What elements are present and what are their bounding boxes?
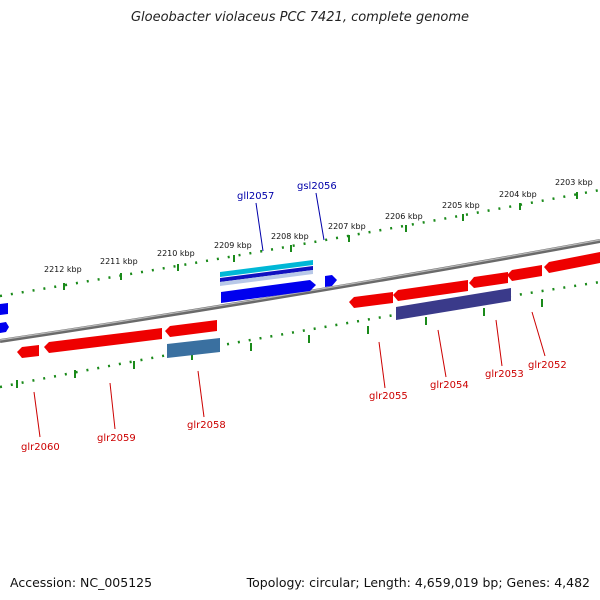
gene-feature-left-edge (0, 303, 8, 315)
topology-text: Topology: circular; Length: 4,659,019 bp… (246, 575, 590, 590)
gene-glr2058 (167, 338, 220, 358)
ruler-label-2209: 2209 kbp (214, 241, 252, 250)
gene-gsl2056 (325, 275, 337, 287)
gene-label-gll2057: gll2057 (237, 191, 274, 202)
ruler-label-2203: 2203 kbp (555, 178, 593, 187)
gene-rna-gll2057 (220, 260, 313, 277)
gene-right-edge (544, 252, 600, 273)
gene-label-glr2054: glr2054 (430, 380, 469, 391)
gene-label-glr2060: glr2060 (21, 442, 60, 453)
accession-text: Accession: NC_005125 (10, 575, 153, 590)
gene-label-gsl2056: gsl2056 (297, 181, 337, 192)
gene-label-glr2052: glr2052 (528, 360, 567, 371)
gene-label-glr2053: glr2053 (485, 369, 524, 380)
ruler-label-2206: 2206 kbp (385, 212, 423, 221)
gene-glr2059 (44, 328, 162, 353)
ruler-label-2205: 2205 kbp (442, 201, 480, 210)
ruler-label-2208: 2208 kbp (271, 232, 309, 241)
gene-gll2057-track (220, 266, 313, 282)
gene-gll2057-track-light (220, 270, 313, 286)
ruler-label-2204: 2204 kbp (499, 190, 537, 199)
gene-feature-left-edge-2 (0, 322, 9, 333)
ruler-label-2207: 2207 kbp (328, 222, 366, 231)
ruler-label-2210: 2210 kbp (157, 249, 195, 258)
gene-gll2057 (221, 280, 316, 303)
ruler-label-2211: 2211 kbp (100, 257, 138, 266)
gene-label-glr2055: glr2055 (369, 391, 408, 402)
label-leaders (33, 192, 546, 438)
genome-backbone (0, 239, 600, 343)
gene-label-glr2059: glr2059 (97, 433, 136, 444)
inner-ruler-ticks (16, 299, 543, 388)
gene-glr2058-red (165, 320, 217, 337)
gene-glr2054 (396, 288, 511, 320)
forward-genes (0, 260, 337, 333)
map-title: Gloeobacter violaceus PCC 7421, complete… (130, 10, 470, 25)
gene-glr2053 (469, 272, 508, 288)
reverse-genes (17, 252, 600, 358)
outer-ruler (0, 188, 600, 298)
gene-glr2054-red (393, 280, 468, 301)
outer-ruler-ticks (63, 192, 578, 290)
gene-glr2052 (507, 265, 542, 281)
gene-glr2060 (17, 345, 39, 358)
ruler-label-2212: 2212 kbp (44, 265, 82, 274)
gene-label-glr2058: glr2058 (187, 420, 226, 431)
gene-glr2055 (349, 292, 393, 308)
